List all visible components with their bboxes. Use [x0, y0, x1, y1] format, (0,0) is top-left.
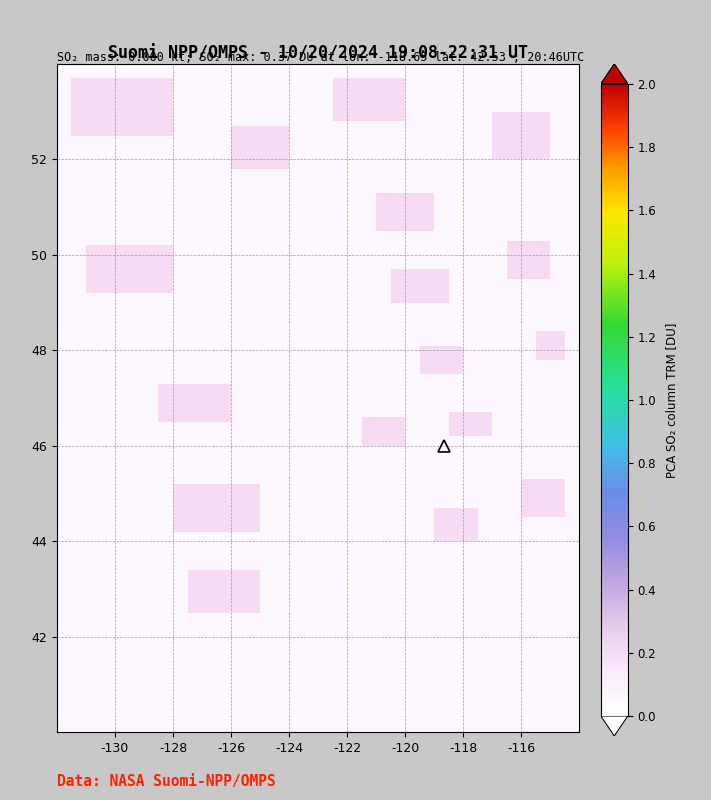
Bar	[492, 112, 550, 159]
Bar	[434, 508, 478, 541]
Bar	[71, 78, 173, 135]
Text: Data: NASA Suomi-NPP/OMPS: Data: NASA Suomi-NPP/OMPS	[57, 774, 276, 789]
Bar	[333, 78, 405, 122]
Bar	[419, 346, 464, 374]
Bar	[536, 331, 565, 360]
Polygon shape	[601, 64, 628, 84]
Bar	[507, 241, 550, 278]
Title: Suomi NPP/OMPS - 10/20/2024 19:08-22:31 UT: Suomi NPP/OMPS - 10/20/2024 19:08-22:31 …	[108, 45, 528, 62]
Bar	[391, 269, 449, 302]
Bar	[376, 193, 434, 231]
Bar	[188, 570, 260, 613]
Bar	[521, 479, 565, 518]
Y-axis label: PCA SO₂ column TRM [DU]: PCA SO₂ column TRM [DU]	[665, 322, 678, 478]
Bar	[86, 246, 173, 293]
Bar	[173, 484, 260, 531]
Bar	[362, 417, 405, 446]
Bar	[449, 412, 492, 436]
Text: SO₂ mass: 0.000 kt; SO₂ max: 0.37 DU at lon: -118.65 lat: 42.53 ; 20:46UTC: SO₂ mass: 0.000 kt; SO₂ max: 0.37 DU at …	[57, 50, 584, 64]
Bar	[231, 126, 289, 169]
Bar	[159, 384, 231, 422]
Polygon shape	[601, 716, 628, 736]
